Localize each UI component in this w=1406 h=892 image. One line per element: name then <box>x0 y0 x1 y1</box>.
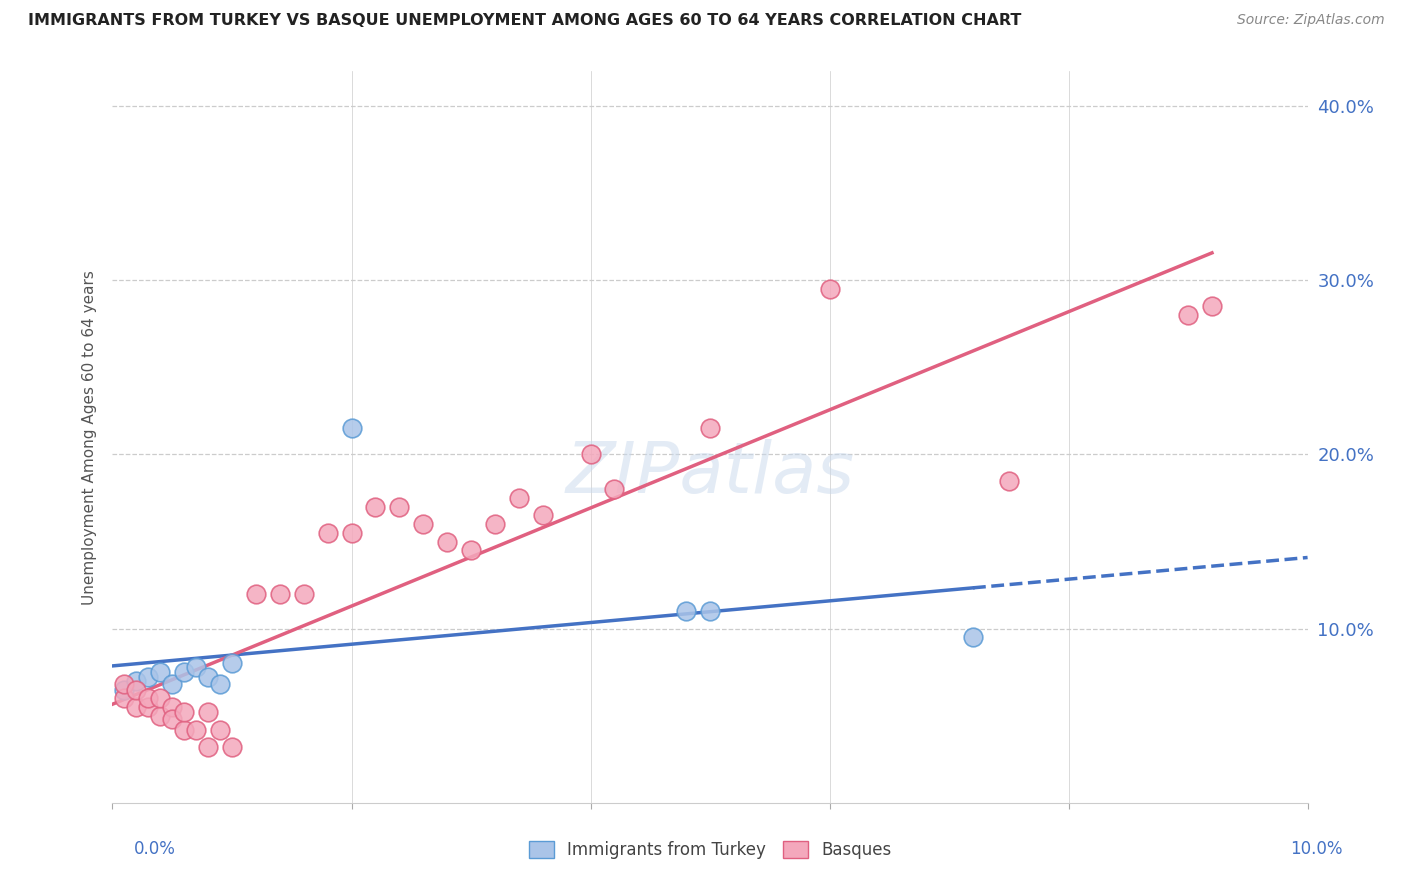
Point <box>209 723 232 737</box>
Point <box>292 587 315 601</box>
Point <box>436 534 458 549</box>
Point <box>114 691 135 706</box>
Point <box>508 491 530 505</box>
Point <box>818 282 841 296</box>
Point <box>998 474 1021 488</box>
Point <box>138 691 160 706</box>
Point <box>114 682 135 697</box>
Y-axis label: Unemployment Among Ages 60 to 64 years: Unemployment Among Ages 60 to 64 years <box>82 269 97 605</box>
Point <box>579 448 602 462</box>
Text: IMMIGRANTS FROM TURKEY VS BASQUE UNEMPLOYMENT AMONG AGES 60 TO 64 YEARS CORRELAT: IMMIGRANTS FROM TURKEY VS BASQUE UNEMPLO… <box>28 13 1022 29</box>
Point <box>699 421 721 435</box>
Point <box>197 670 219 684</box>
Point <box>162 700 183 714</box>
Point <box>173 665 195 680</box>
Point <box>1177 308 1199 322</box>
Point <box>186 723 208 737</box>
Point <box>316 525 339 540</box>
Point <box>603 483 626 497</box>
Text: Source: ZipAtlas.com: Source: ZipAtlas.com <box>1237 13 1385 28</box>
Point <box>675 604 697 618</box>
Point <box>221 740 243 755</box>
Point <box>149 691 172 706</box>
Point <box>531 508 554 523</box>
Point <box>138 670 160 684</box>
Point <box>149 708 172 723</box>
Point <box>125 673 148 688</box>
Text: ZIPatlas: ZIPatlas <box>565 439 855 508</box>
Point <box>138 700 160 714</box>
Point <box>209 677 232 691</box>
Point <box>460 543 482 558</box>
Point <box>173 723 195 737</box>
Point <box>412 517 434 532</box>
Point <box>269 587 291 601</box>
Point <box>197 740 219 755</box>
Point <box>162 712 183 726</box>
Point <box>221 657 243 671</box>
Point <box>173 705 195 719</box>
Point <box>186 660 208 674</box>
Point <box>1201 300 1223 314</box>
Legend: Immigrants from Turkey, Basques: Immigrants from Turkey, Basques <box>520 833 900 868</box>
Point <box>340 421 363 435</box>
Point <box>340 525 363 540</box>
Point <box>388 500 411 514</box>
Point <box>245 587 267 601</box>
Point <box>125 700 148 714</box>
Point <box>484 517 506 532</box>
Point <box>114 677 135 691</box>
Point <box>699 604 721 618</box>
Point <box>162 677 183 691</box>
Point <box>197 705 219 719</box>
Point <box>125 682 148 697</box>
Text: 10.0%: 10.0% <box>1291 840 1343 858</box>
Text: 0.0%: 0.0% <box>134 840 176 858</box>
Point <box>149 665 172 680</box>
Point <box>962 631 984 645</box>
Point <box>364 500 387 514</box>
